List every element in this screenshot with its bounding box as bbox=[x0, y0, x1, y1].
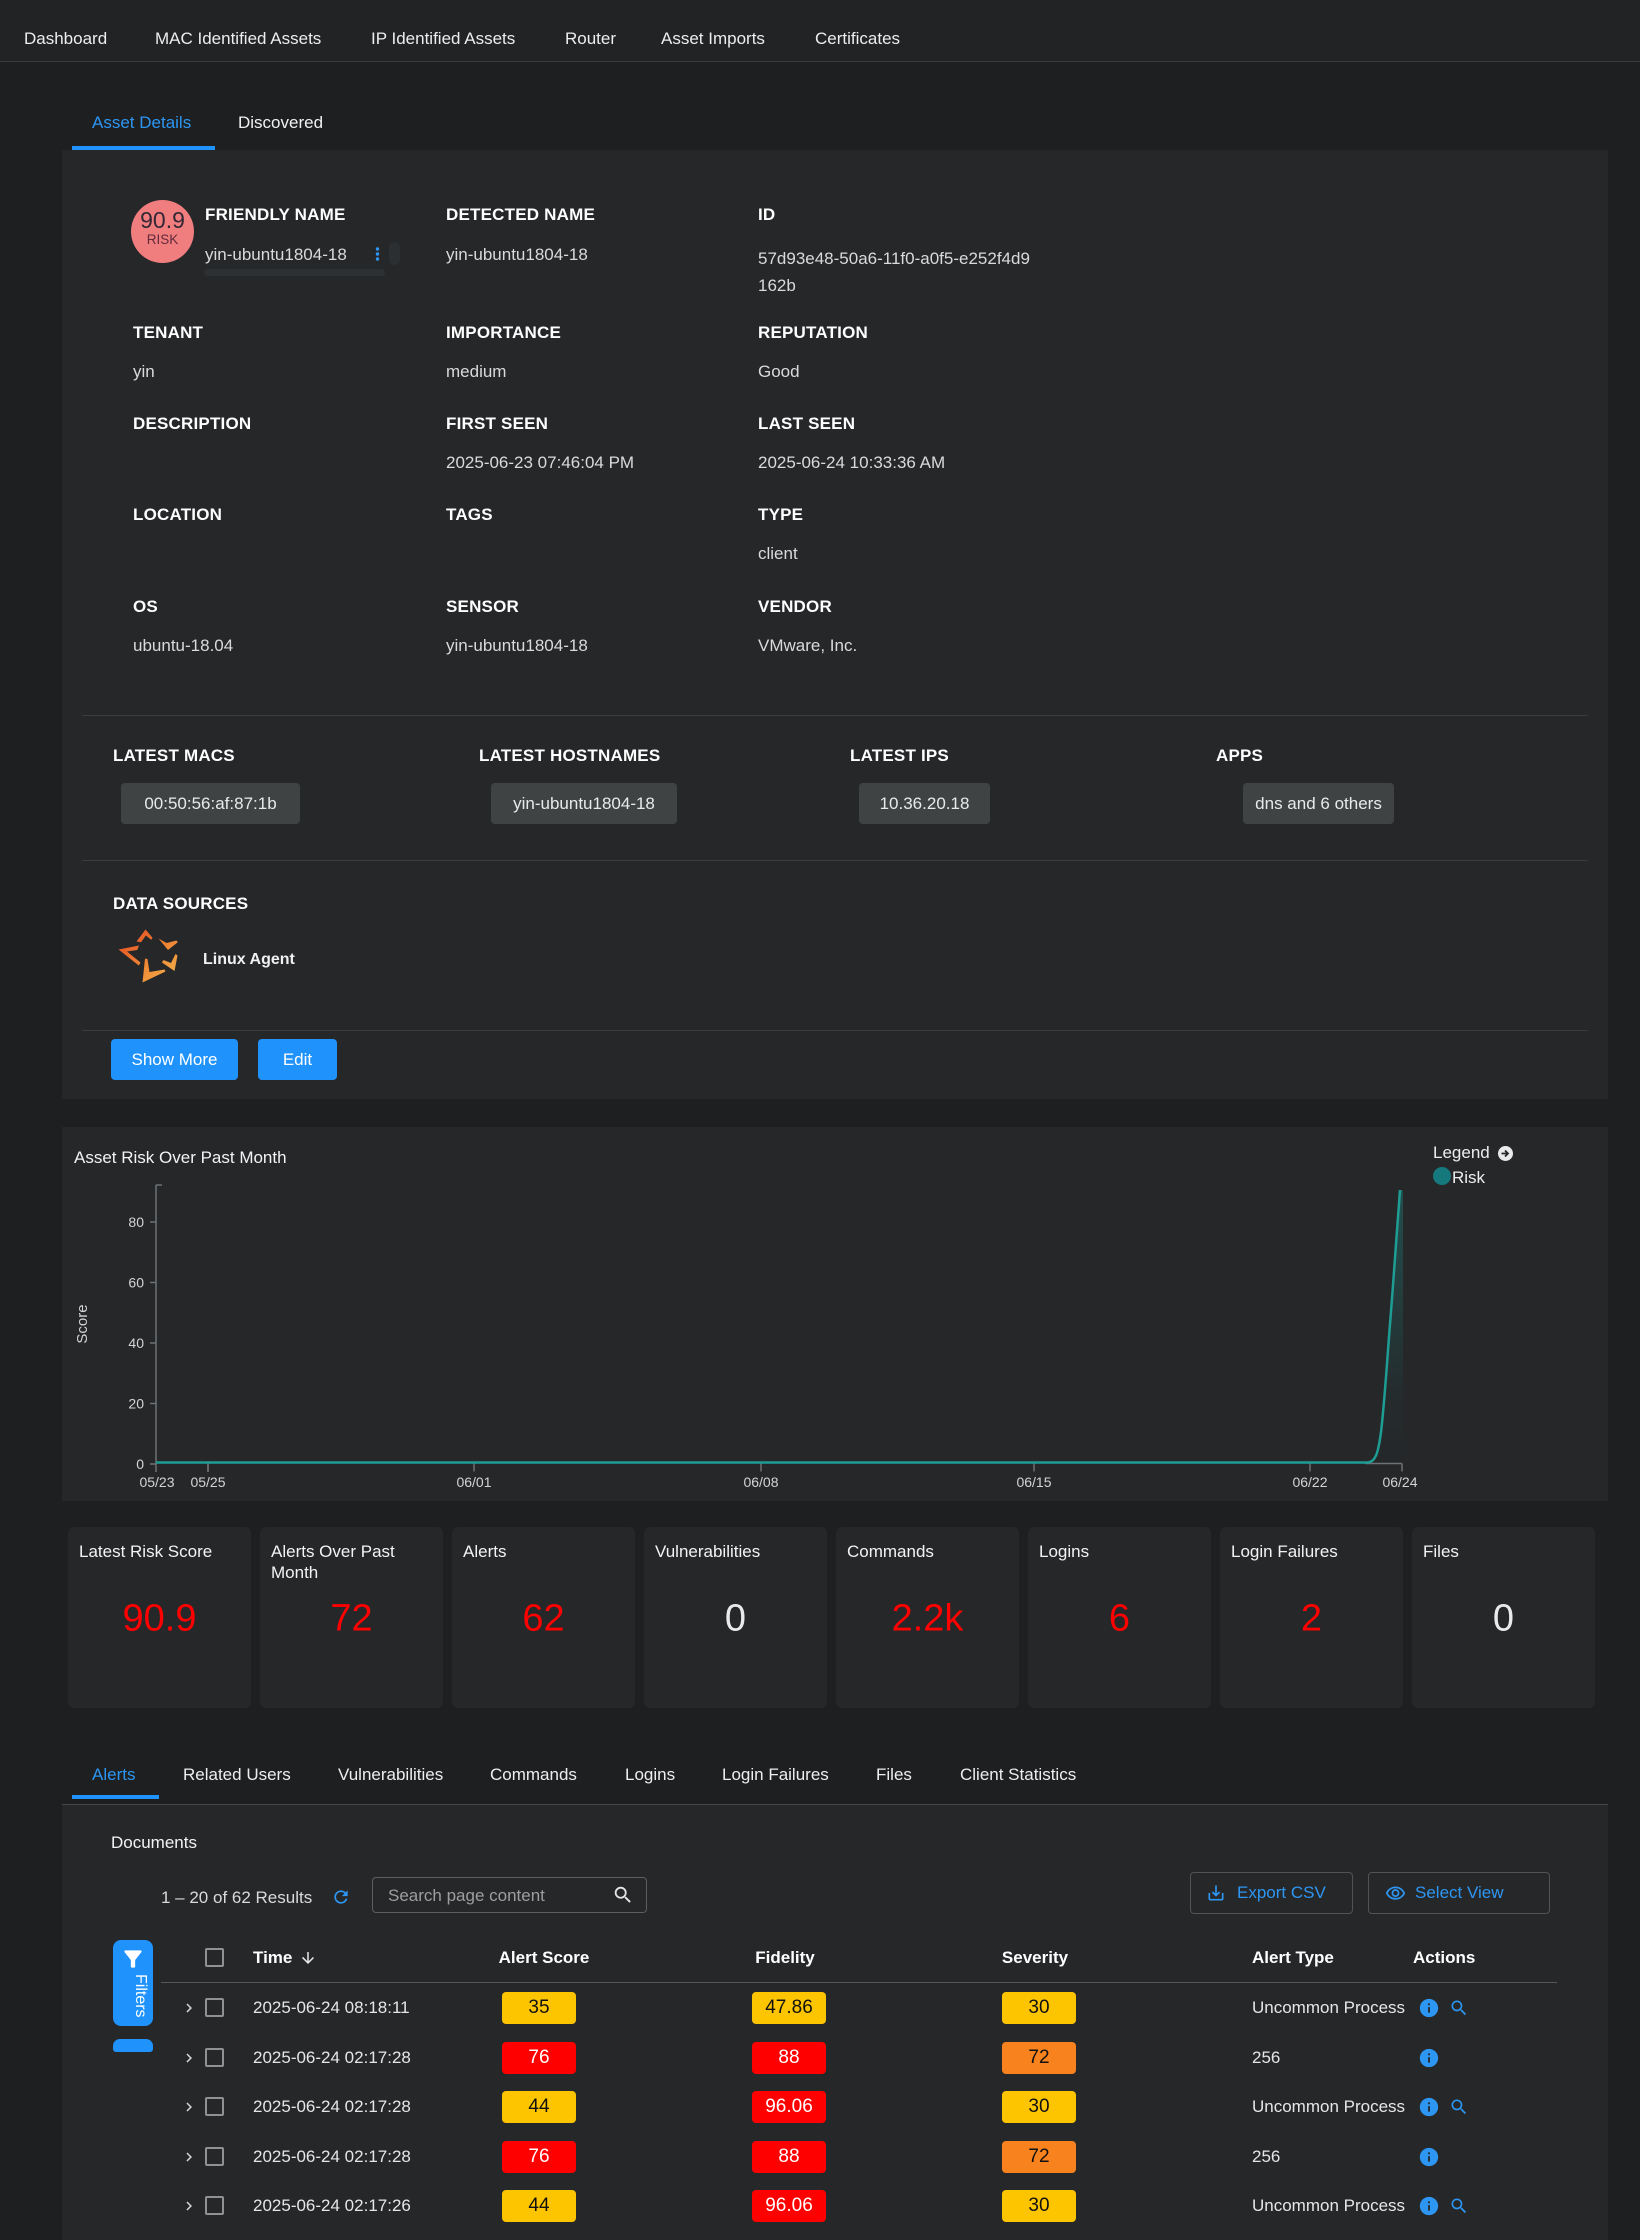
svg-text:06/24: 06/24 bbox=[1382, 1474, 1417, 1490]
svg-text:06/22: 06/22 bbox=[1292, 1474, 1327, 1490]
svg-text:06/08: 06/08 bbox=[743, 1474, 778, 1490]
svg-text:20: 20 bbox=[128, 1396, 144, 1412]
svg-text:40: 40 bbox=[128, 1335, 144, 1351]
svg-text:0: 0 bbox=[136, 1456, 144, 1472]
svg-text:06/01: 06/01 bbox=[456, 1474, 491, 1490]
svg-text:05/25: 05/25 bbox=[190, 1474, 225, 1490]
svg-text:06/15: 06/15 bbox=[1016, 1474, 1051, 1490]
svg-text:60: 60 bbox=[128, 1275, 144, 1291]
svg-text:05/23: 05/23 bbox=[139, 1474, 174, 1490]
svg-text:Score: Score bbox=[74, 1304, 91, 1343]
svg-text:80: 80 bbox=[128, 1214, 144, 1230]
